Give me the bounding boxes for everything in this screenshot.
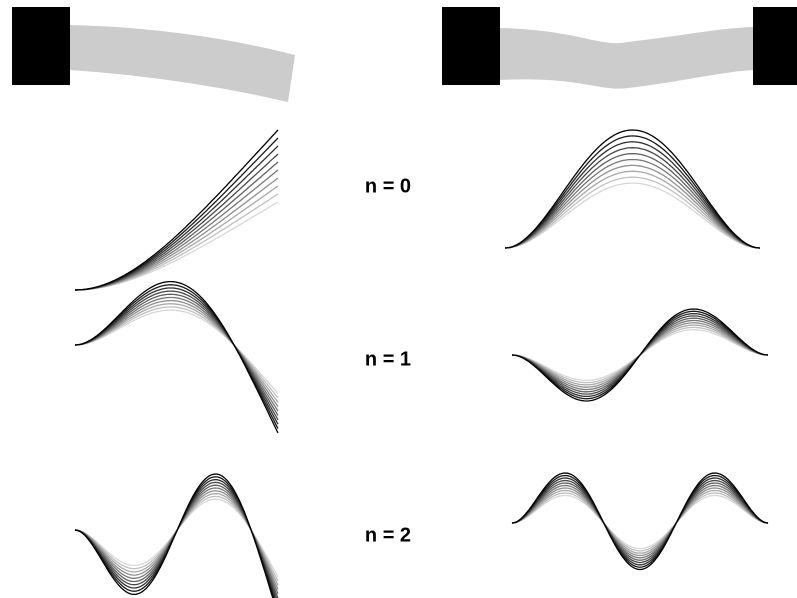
cantilever-beam — [70, 25, 295, 102]
mode-curve — [75, 485, 278, 598]
mode-curve — [75, 474, 278, 598]
clamp-block — [12, 7, 70, 85]
mode-curve — [75, 491, 278, 590]
mode-curve — [512, 493, 768, 551]
mode-label: n = 0 — [365, 175, 411, 197]
mode-curve — [75, 488, 278, 594]
mode-curve — [75, 494, 278, 586]
mode-curve — [75, 496, 278, 581]
mode-curve — [75, 301, 278, 407]
mode-curve — [75, 304, 278, 402]
mode-curve — [75, 194, 278, 290]
mode-curve — [75, 298, 278, 412]
mode-curve — [512, 309, 768, 401]
mode-curve — [512, 496, 768, 549]
mode-curve — [75, 294, 278, 415]
mode-curve — [75, 288, 278, 424]
mode-curve — [505, 160, 760, 249]
mode-curve — [505, 177, 760, 248]
mode-curve — [75, 310, 278, 393]
diagram: n = 0 n = 1 n = 2 — [0, 0, 797, 598]
mode-curve — [75, 307, 278, 398]
mode-curve — [75, 146, 278, 290]
mode-curve — [75, 482, 278, 598]
clamp-block — [753, 7, 797, 85]
mode-curve — [505, 154, 760, 248]
mode-curve — [512, 481, 768, 563]
mode-curve — [75, 477, 278, 598]
clamped-beam — [500, 27, 753, 89]
mode-curve — [75, 285, 278, 429]
mode-curve — [75, 130, 278, 290]
clamp-block — [442, 7, 500, 85]
mode-curve — [75, 480, 278, 598]
mode-label: n = 1 — [365, 348, 411, 370]
mode-curve — [75, 154, 278, 290]
mode-label: n = 2 — [365, 524, 411, 546]
mode-curve — [505, 183, 760, 248]
